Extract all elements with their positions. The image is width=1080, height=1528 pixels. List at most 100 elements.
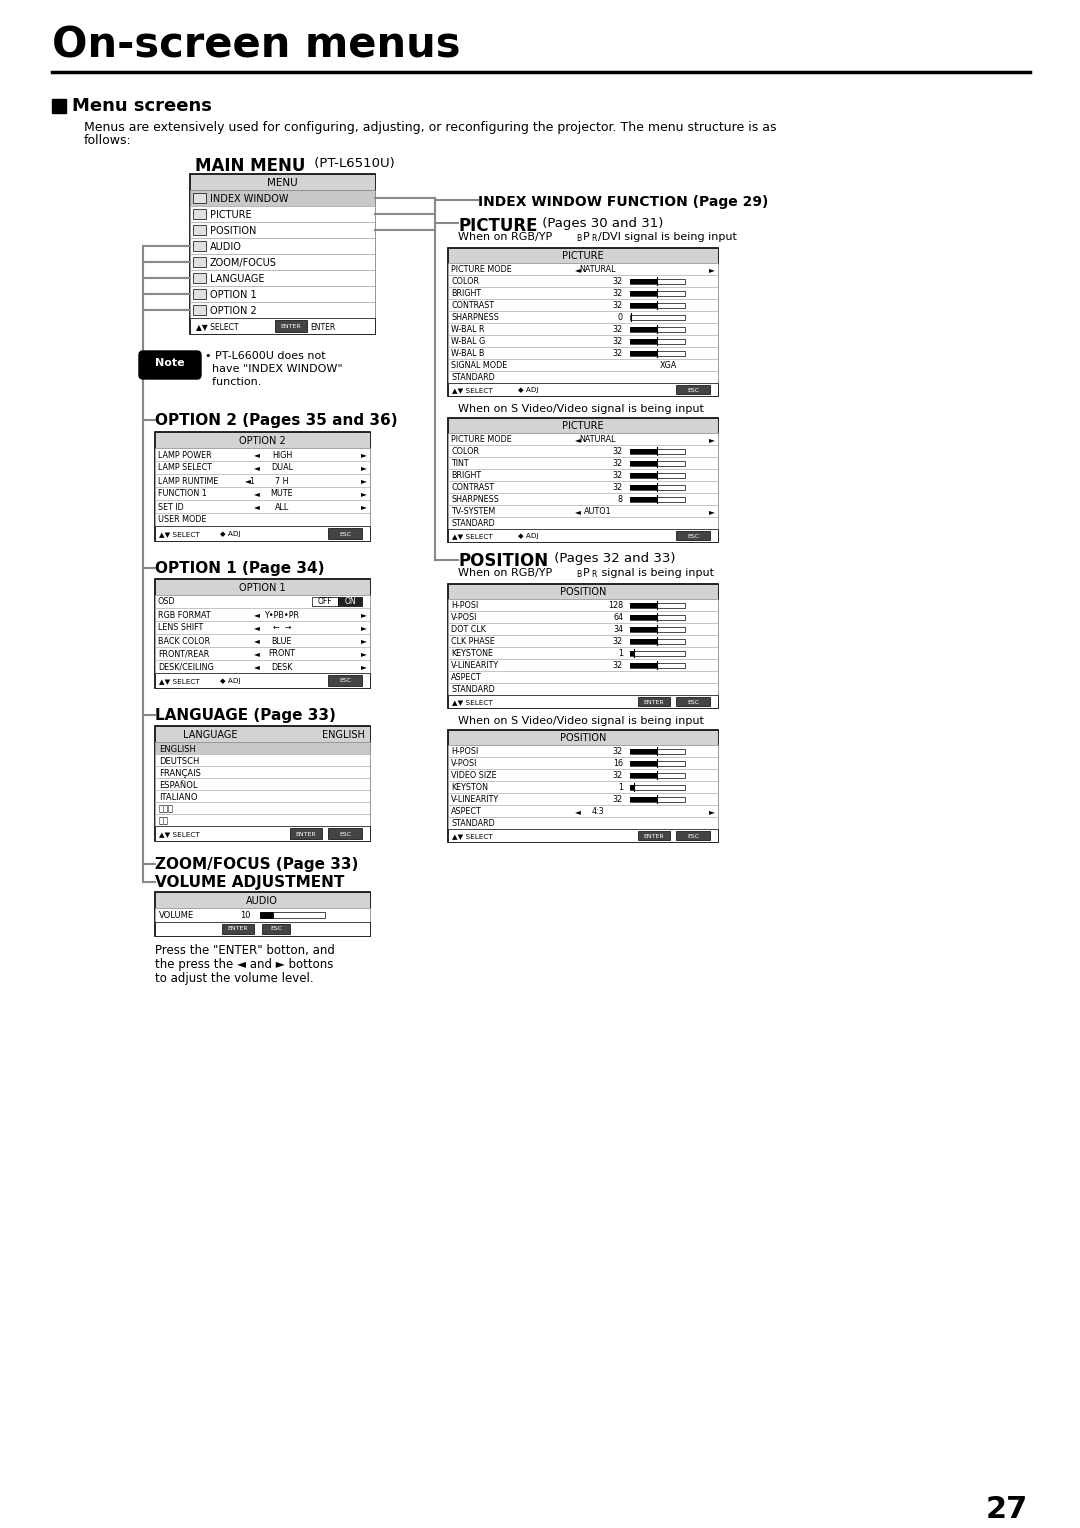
Text: V-POSI: V-POSI	[451, 759, 477, 769]
Text: ◆ ADJ: ◆ ADJ	[518, 387, 539, 393]
Text: OPTION 1 (Page 34): OPTION 1 (Page 34)	[156, 561, 324, 576]
Text: ◄: ◄	[254, 623, 260, 633]
Text: the press the ◄ and ► bottons: the press the ◄ and ► bottons	[156, 958, 334, 970]
Text: STANDARD: STANDARD	[451, 686, 495, 695]
Bar	[448, 419, 718, 432]
Text: XGA: XGA	[660, 362, 677, 370]
Bar	[448, 287, 718, 299]
Bar	[156, 461, 370, 474]
Bar	[190, 303, 375, 318]
Text: 32: 32	[612, 338, 623, 347]
Text: W-BAL B: W-BAL B	[451, 350, 485, 359]
Text: INDEX WINDOW FUNCTION (Page 29): INDEX WINDOW FUNCTION (Page 29)	[478, 196, 768, 209]
Text: ▲▼ SELECT: ▲▼ SELECT	[453, 698, 492, 704]
Bar	[448, 659, 718, 671]
Text: ◆ ADJ: ◆ ADJ	[220, 678, 241, 685]
Text: ALL: ALL	[275, 503, 289, 512]
Text: NATURAL: NATURAL	[580, 435, 617, 445]
Text: ←  →: ← →	[273, 623, 292, 633]
Text: Menus are extensively used for configuring, adjusting, or reconfiguring the proj: Menus are extensively used for configuri…	[84, 121, 777, 134]
Text: ESC: ESC	[687, 388, 699, 393]
Bar	[448, 683, 718, 695]
Bar	[630, 626, 685, 633]
Bar	[448, 636, 718, 646]
Text: 32: 32	[612, 772, 623, 781]
Text: 32: 32	[612, 350, 623, 359]
Text: ENGLISH: ENGLISH	[159, 744, 195, 753]
Bar	[630, 749, 657, 753]
Text: B: B	[576, 234, 581, 243]
Text: MENU: MENU	[267, 177, 297, 188]
Text: POSITION: POSITION	[458, 552, 549, 570]
Text: HIGH: HIGH	[272, 451, 292, 460]
Bar	[448, 695, 718, 707]
Bar	[448, 730, 718, 746]
Text: V-POSI: V-POSI	[451, 614, 477, 622]
Text: 10: 10	[240, 912, 251, 920]
Text: H-POSI: H-POSI	[451, 747, 478, 756]
Bar	[448, 599, 718, 611]
Bar	[448, 494, 718, 504]
Text: BRIGHT: BRIGHT	[451, 289, 481, 298]
Text: AUDIO: AUDIO	[210, 241, 242, 252]
Bar	[638, 697, 670, 706]
Bar	[630, 761, 657, 766]
Text: VIDEO SIZE: VIDEO SIZE	[451, 772, 497, 781]
Text: ENTER: ENTER	[644, 700, 664, 704]
Text: POSITION: POSITION	[210, 226, 256, 235]
Bar	[448, 263, 718, 275]
Bar	[156, 448, 370, 461]
Text: 32: 32	[612, 325, 623, 335]
Text: LAMP SELECT: LAMP SELECT	[158, 463, 212, 472]
Text: P: P	[583, 568, 590, 578]
Text: 32: 32	[612, 796, 623, 805]
Text: R: R	[591, 570, 596, 579]
Text: ►: ►	[710, 807, 715, 816]
Text: P: P	[583, 232, 590, 241]
Text: Y•PB•PR: Y•PB•PR	[265, 611, 299, 619]
Text: ►: ►	[361, 503, 367, 512]
Text: TV-SYSTEM: TV-SYSTEM	[451, 507, 496, 516]
Text: LAMP POWER: LAMP POWER	[158, 451, 212, 460]
Bar	[190, 238, 375, 254]
Text: ►: ►	[361, 611, 367, 619]
Bar	[156, 672, 370, 688]
Text: ◄: ◄	[254, 663, 260, 671]
Text: OFF: OFF	[318, 597, 333, 607]
Bar	[630, 339, 657, 344]
Text: VOLUME ADJUSTMENT: VOLUME ADJUSTMENT	[156, 876, 345, 889]
Bar	[312, 597, 338, 607]
Text: 64: 64	[613, 614, 623, 622]
Bar	[156, 778, 370, 790]
Text: ◄: ◄	[575, 807, 581, 816]
Bar	[156, 892, 370, 937]
Bar	[630, 663, 685, 668]
Bar	[630, 315, 685, 319]
Text: ◄: ◄	[254, 611, 260, 619]
Text: VOLUME: VOLUME	[159, 912, 194, 920]
Text: SET ID: SET ID	[158, 503, 184, 512]
Bar	[156, 766, 370, 778]
Bar	[260, 912, 325, 918]
Bar	[193, 306, 206, 315]
Bar	[291, 828, 322, 839]
Text: ENTER: ENTER	[281, 324, 301, 329]
Text: ENGLISH: ENGLISH	[322, 730, 365, 740]
Text: LENS SHIFT: LENS SHIFT	[158, 623, 203, 633]
Bar	[260, 912, 273, 918]
Text: SHARPNESS: SHARPNESS	[451, 495, 499, 504]
Text: ◄: ◄	[254, 649, 260, 659]
Bar	[448, 312, 718, 322]
Text: When on RGB/YP: When on RGB/YP	[458, 232, 552, 241]
Text: ▲▼ SELECT: ▲▼ SELECT	[453, 833, 492, 839]
Text: MUTE: MUTE	[271, 489, 294, 498]
Text: DESK: DESK	[271, 663, 293, 671]
Text: ▲▼ SELECT: ▲▼ SELECT	[453, 387, 492, 393]
Text: 4:3: 4:3	[592, 807, 605, 816]
Text: ◆ ADJ: ◆ ADJ	[220, 532, 241, 536]
Text: ◄: ◄	[575, 266, 581, 275]
Bar	[193, 257, 206, 267]
Bar	[190, 318, 375, 335]
Text: LAMP RUNTIME: LAMP RUNTIME	[158, 477, 218, 486]
Bar	[156, 487, 370, 500]
